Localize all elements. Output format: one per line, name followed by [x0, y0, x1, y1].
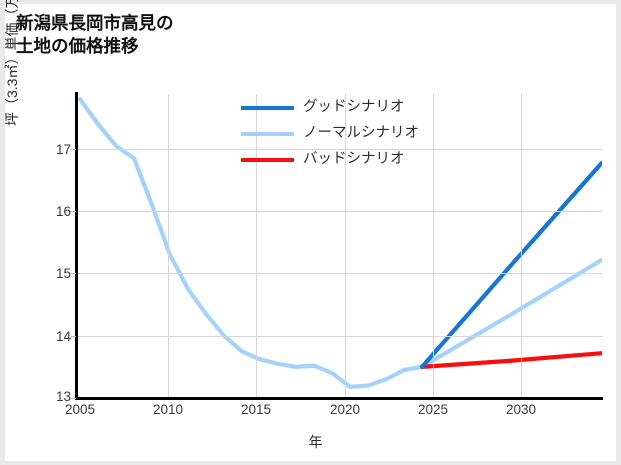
y-tickmark-14	[71, 336, 76, 337]
legend-swatch-good	[241, 106, 294, 110]
legend-label-normal: ノーマルシナリオ	[303, 125, 419, 141]
gridline-y-14	[77, 336, 602, 337]
y-tickmark-15	[71, 273, 76, 274]
gridline-y-15	[77, 273, 602, 274]
y-tick-label-14: 14	[55, 329, 71, 344]
y-tick-label-15: 15	[55, 266, 71, 281]
legend-swatch-normal	[241, 132, 294, 136]
legend-item-normal[interactable]: ノーマルシナリオ	[241, 122, 456, 146]
x-tick-label-2010: 2010	[152, 402, 184, 417]
x-tick-label-2030: 2030	[505, 402, 537, 417]
x-tick-label-2020: 2020	[329, 402, 361, 417]
y-tick-label-16: 16	[55, 204, 71, 219]
legend-label-bad: バッドシナリオ	[303, 151, 405, 167]
page-title: 新潟県長岡市高見の 土地の価格推移	[16, 13, 174, 56]
chart-lines	[77, 97, 602, 389]
gridline-x-2015	[256, 94, 257, 398]
y-tick-label-17: 17	[55, 142, 71, 157]
gridline-y-17	[77, 149, 602, 150]
gridline-x-2020	[345, 94, 346, 398]
y-axis-title: 坪（3.3㎡）単価（万円）	[2, 0, 22, 126]
y-tickmark-13	[71, 398, 76, 399]
y-axis-line	[75, 92, 78, 400]
plot-area	[77, 94, 602, 399]
y-axis-title-text: 坪（3.3㎡）単価（万円）	[4, 0, 20, 126]
gridline-x-2025	[433, 94, 434, 398]
x-tick-label-2025: 2025	[417, 402, 449, 417]
y-tick-label-13: 13	[55, 389, 71, 404]
legend-item-good[interactable]: グッドシナリオ	[241, 96, 456, 120]
series-line-normal	[77, 97, 602, 389]
gridline-x-2010	[168, 94, 169, 398]
y-tickmark-17	[71, 149, 76, 150]
legend-item-bad[interactable]: バッドシナリオ	[241, 148, 456, 172]
x-tick-label-2005: 2005	[64, 402, 96, 417]
y-tickmark-16	[71, 211, 76, 212]
legend-swatch-bad	[241, 158, 294, 162]
series-line-good	[419, 160, 602, 369]
gridline-x-2030	[521, 94, 522, 398]
legend-label-good: グッドシナリオ	[303, 99, 405, 115]
gridline-y-16	[77, 211, 602, 212]
legend: グッドシナリオ ノーマルシナリオ バッドシナリオ	[241, 96, 456, 172]
x-axis-line	[75, 397, 603, 400]
series-line-bad	[419, 351, 602, 369]
x-tick-label-2015: 2015	[240, 402, 272, 417]
x-axis-title: 年	[308, 434, 323, 450]
